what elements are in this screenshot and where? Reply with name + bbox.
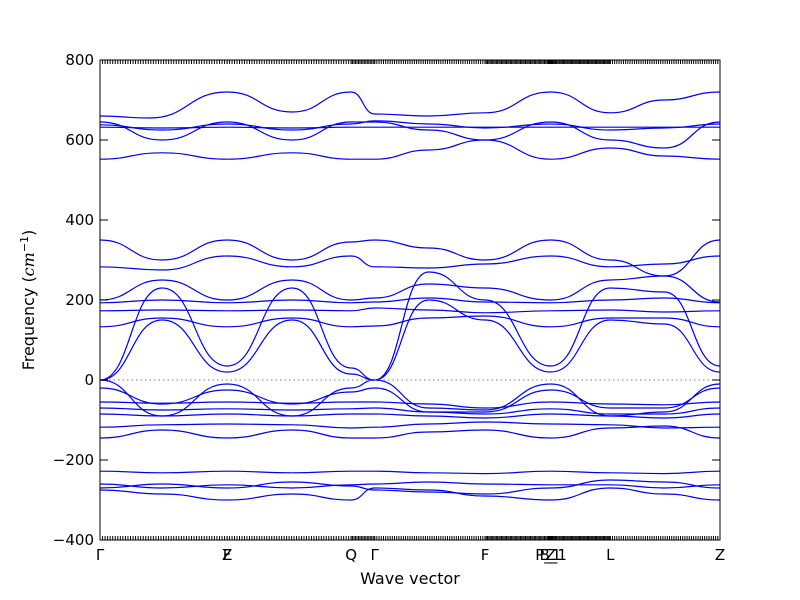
band-line-1 [99, 91, 721, 119]
band-line-11 [99, 315, 721, 328]
band-line-15 [99, 387, 721, 413]
y-tick-label: 200 [65, 291, 94, 309]
y-tick-label: 400 [65, 211, 94, 229]
x-tick-label: Z [715, 546, 725, 564]
y-axis-label-exponent: −1 [18, 236, 31, 252]
y-tick-label: 600 [65, 131, 94, 149]
y-axis-label-prefix: Frequency ( [19, 276, 38, 370]
band-lines [99, 91, 721, 501]
band-line-4 [99, 126, 720, 129]
y-tick-label: −200 [53, 451, 94, 469]
y-tick-labels: −400 −200 0 200 400 600 800 [53, 51, 94, 549]
band-line-3 [99, 120, 721, 131]
x-tick-label: L [606, 546, 615, 564]
band-line-22 [99, 481, 721, 489]
x-tick-label: B_1 [540, 546, 567, 565]
x-tick-label: P_1 [535, 546, 561, 565]
x-tick-label: Z [222, 546, 232, 564]
x-tick-label: F [481, 546, 490, 564]
band-line-23 [99, 479, 721, 495]
band-line-24 [99, 487, 721, 501]
band-line-5 [99, 139, 721, 160]
band-line-17 [99, 407, 721, 415]
band-line-2 [99, 121, 721, 149]
x-tick-label: Γ [370, 546, 379, 564]
band-line-20 [99, 425, 721, 439]
band-line-8 [99, 275, 721, 303]
x-tick-label: Q [345, 546, 357, 564]
band-line-6 [99, 239, 721, 277]
y-axis-label-unit: cm [19, 252, 38, 276]
band-line-16 [99, 401, 721, 409]
band-line-19 [99, 421, 721, 429]
x-tick-label: Z [546, 546, 556, 564]
plot-frame [99, 59, 721, 541]
y-tick-label: 800 [65, 51, 94, 69]
y-axis-label: Frequency (cm−1) [18, 230, 38, 371]
x-tick-label: F [223, 546, 232, 564]
y-tick-label: −400 [53, 531, 94, 549]
band-line-18 [99, 413, 721, 419]
band-line-12 [99, 271, 721, 381]
x-axis-label: Wave vector [360, 569, 460, 588]
band-line-10 [99, 307, 721, 314]
x-tick-labels: Γ ZF Q Γ F P_1ZB_1 L Z [96, 546, 725, 565]
y-axis-label-suffix: ) [19, 230, 38, 236]
band-line-13 [99, 299, 721, 381]
band-line-21 [99, 470, 721, 475]
x-tick-label: Γ [96, 546, 105, 564]
band-line-7 [99, 255, 721, 271]
band-line-9 [99, 297, 721, 304]
y-tick-label: 0 [84, 371, 94, 389]
